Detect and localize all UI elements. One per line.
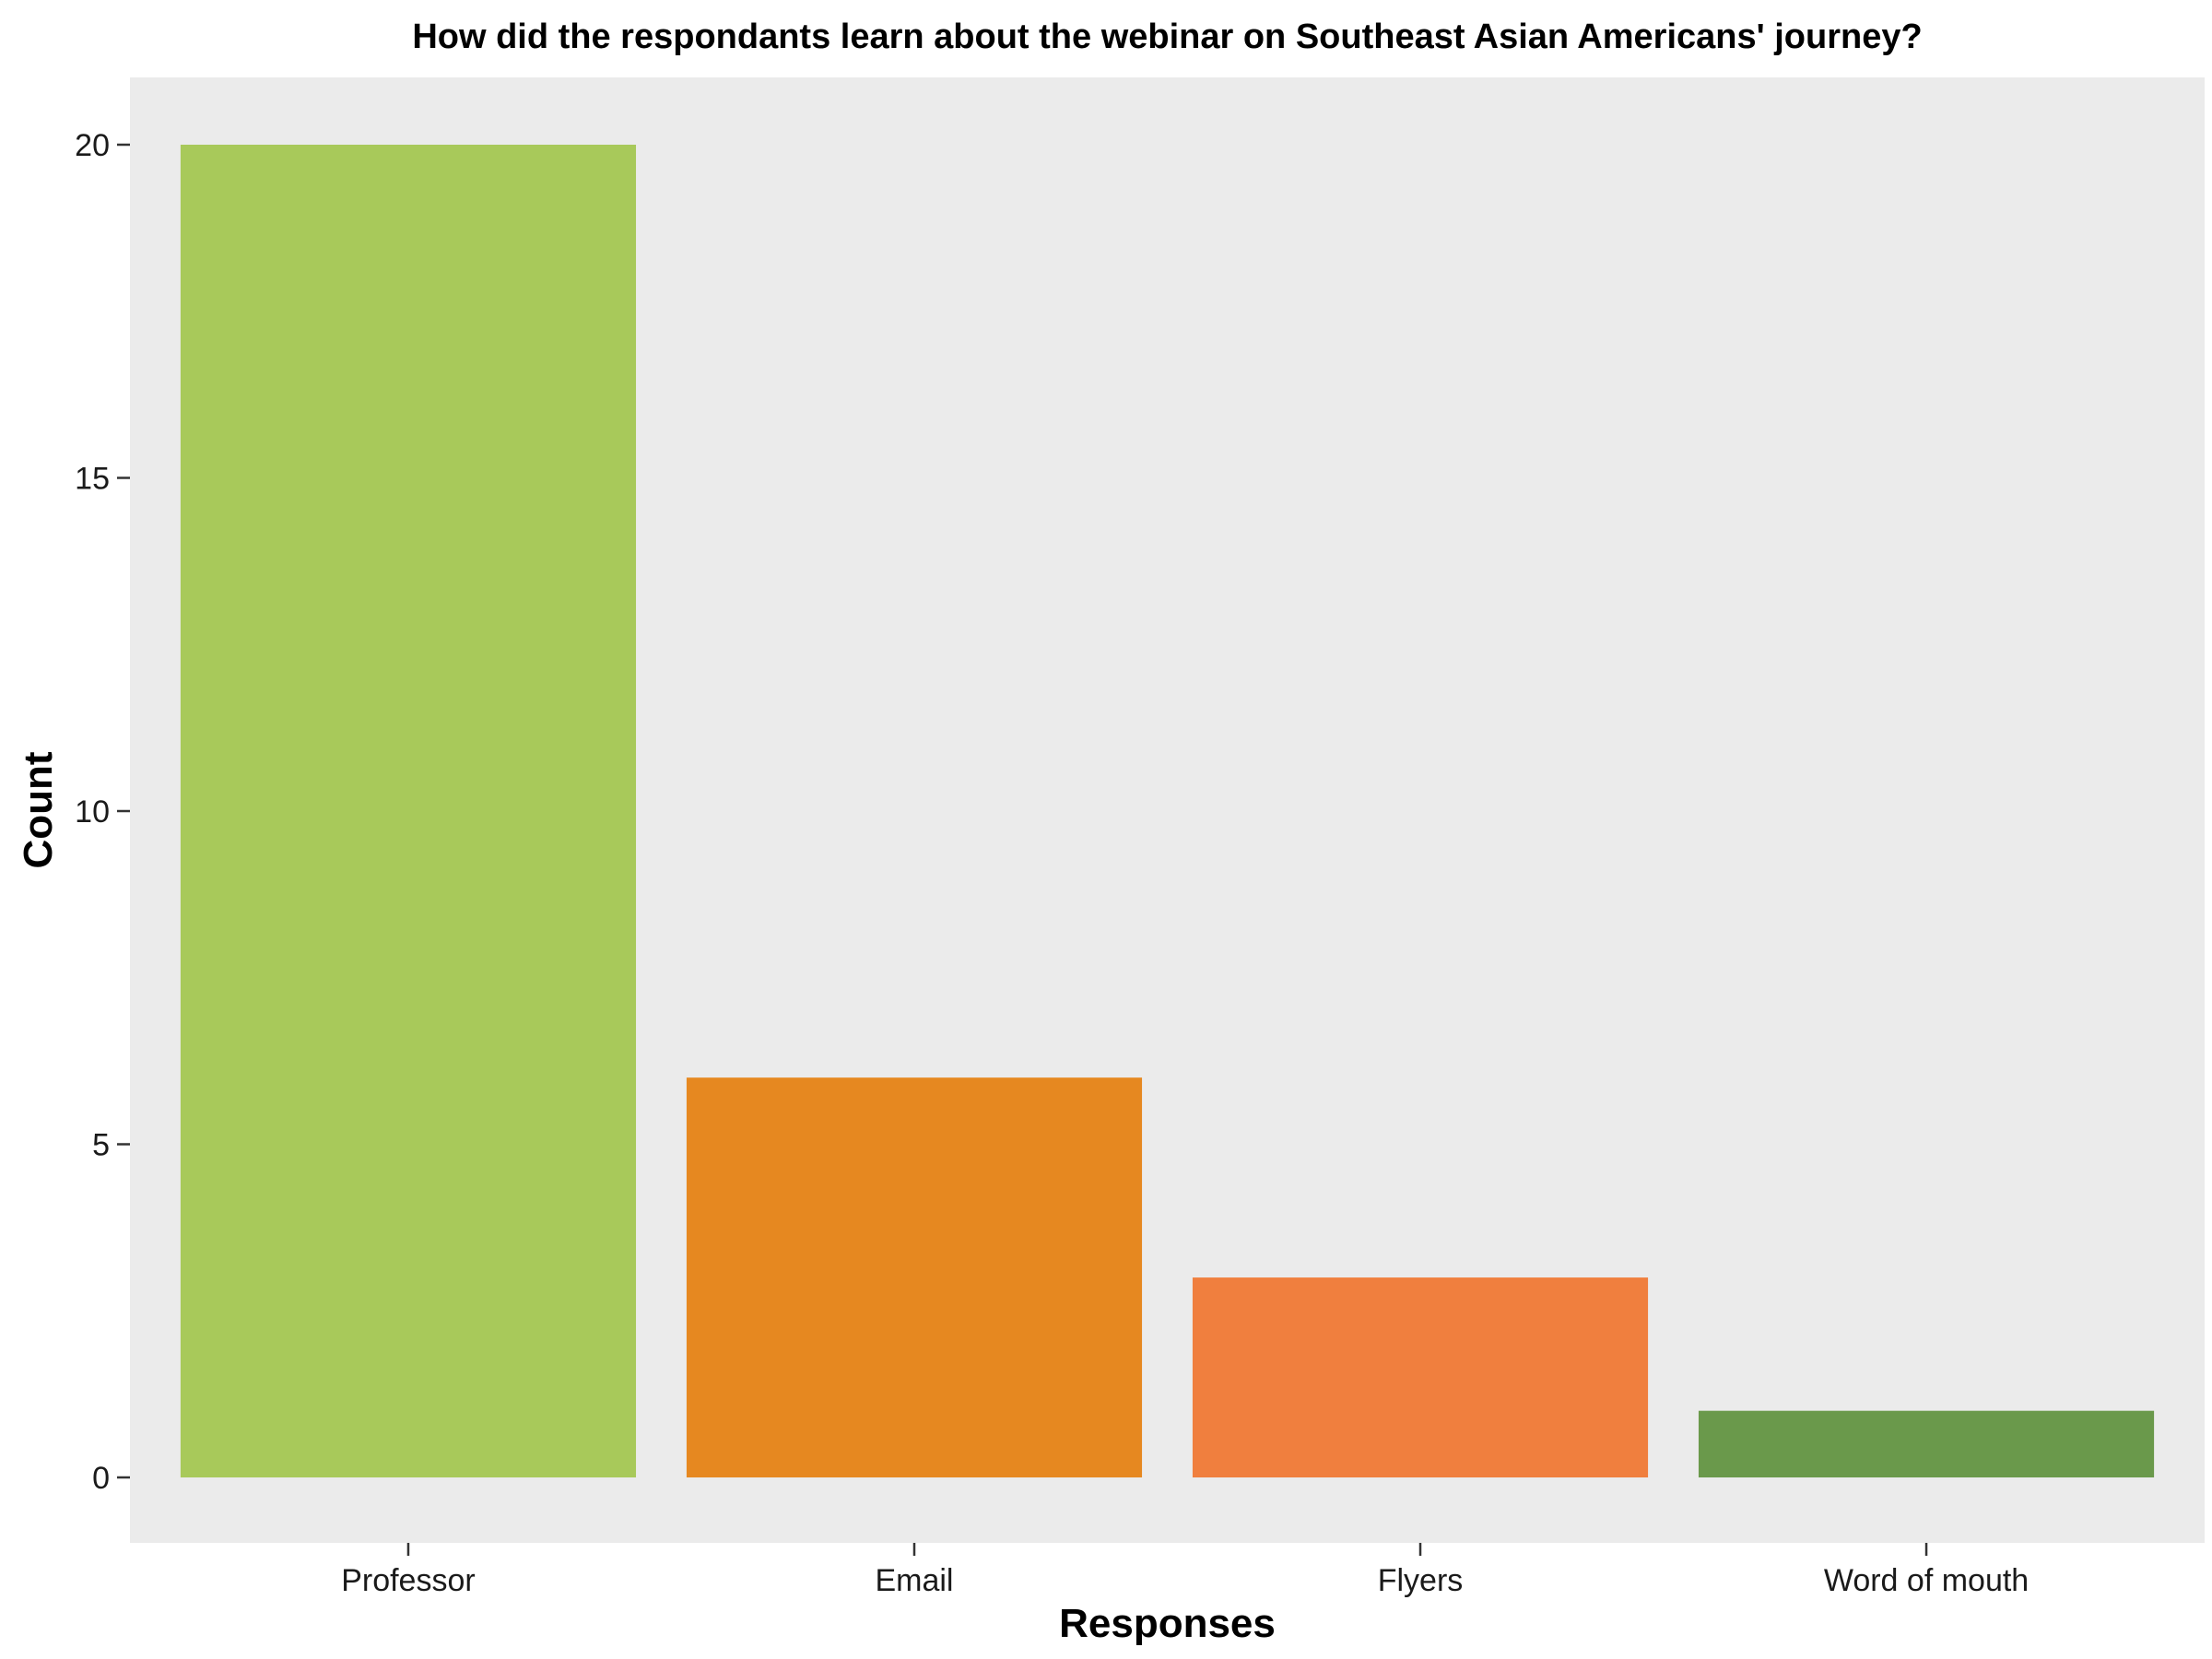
bar-flyers bbox=[1192, 1277, 1649, 1477]
y-axis-title: Count bbox=[16, 751, 61, 868]
x-axis: Professor Email Flyers Word of mouth bbox=[341, 1543, 2029, 1598]
y-tick-label: 0 bbox=[92, 1461, 110, 1496]
bar-word-of-mouth bbox=[1698, 1410, 2155, 1477]
y-tick-label: 20 bbox=[75, 128, 110, 163]
y-tick-label: 10 bbox=[75, 794, 110, 830]
y-axis: 0 5 10 15 20 bbox=[75, 128, 130, 1496]
chart-title: How did the respondants learn about the … bbox=[412, 18, 1922, 56]
x-tick-label: Flyers bbox=[1378, 1563, 1464, 1598]
x-tick-label: Professor bbox=[341, 1563, 476, 1598]
y-tick-label: 5 bbox=[92, 1128, 110, 1163]
x-tick-label: Word of mouth bbox=[1824, 1563, 2029, 1598]
x-tick-label: Email bbox=[875, 1563, 953, 1598]
y-tick-label: 15 bbox=[75, 462, 110, 497]
bar-professor bbox=[180, 145, 637, 1477]
bar-email bbox=[686, 1077, 1143, 1477]
x-axis-title: Responses bbox=[1059, 1601, 1276, 1646]
bar-group bbox=[180, 145, 2155, 1477]
